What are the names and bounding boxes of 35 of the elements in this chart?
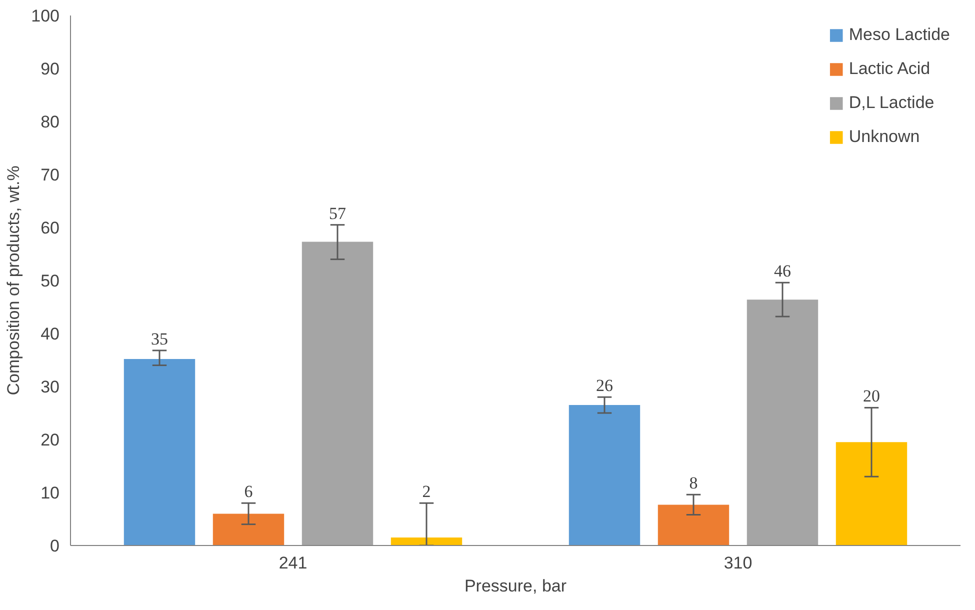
data-label: 57: [329, 204, 346, 223]
bar: [212, 514, 284, 546]
data-label: 35: [151, 329, 168, 348]
y-tick-label: 40: [40, 324, 60, 344]
y-tick-label: 20: [40, 430, 60, 450]
data-label: 8: [689, 474, 698, 493]
bar: [124, 358, 196, 546]
data-label: 26: [596, 376, 613, 396]
bar: [836, 442, 908, 546]
x-tick-label: 310: [724, 554, 752, 572]
y-axis-title: Composition of products, wt.%: [4, 166, 24, 396]
y-tick-label: 10: [40, 484, 60, 502]
y-tick-label: 60: [40, 218, 60, 238]
bar: [746, 300, 818, 546]
legend-label: D,L Lactide: [848, 93, 934, 113]
y-tick-label: 80: [40, 112, 60, 132]
bar: [390, 538, 462, 546]
data-label: 6: [244, 482, 253, 502]
y-tick-label: 30: [40, 378, 60, 396]
y-tick-label: 100: [31, 6, 60, 26]
x-axis-title: Pressure, bar: [464, 576, 567, 596]
data-label: 46: [774, 262, 791, 281]
bar: [658, 504, 730, 546]
y-tick-label: 90: [40, 60, 60, 78]
bar: [302, 242, 374, 546]
legend-label: Unknown: [848, 127, 920, 147]
legend-label: Meso Lactide: [848, 25, 950, 45]
data-label: 20: [863, 386, 880, 406]
y-tick-label: 70: [40, 166, 60, 184]
legend-label: Lactic Acid: [848, 59, 930, 79]
bar: [568, 405, 640, 546]
x-tick-label: 241: [278, 554, 308, 572]
y-tick-label: 0: [50, 536, 60, 556]
data-label: 2: [422, 482, 431, 502]
y-tick-label: 50: [40, 272, 60, 290]
